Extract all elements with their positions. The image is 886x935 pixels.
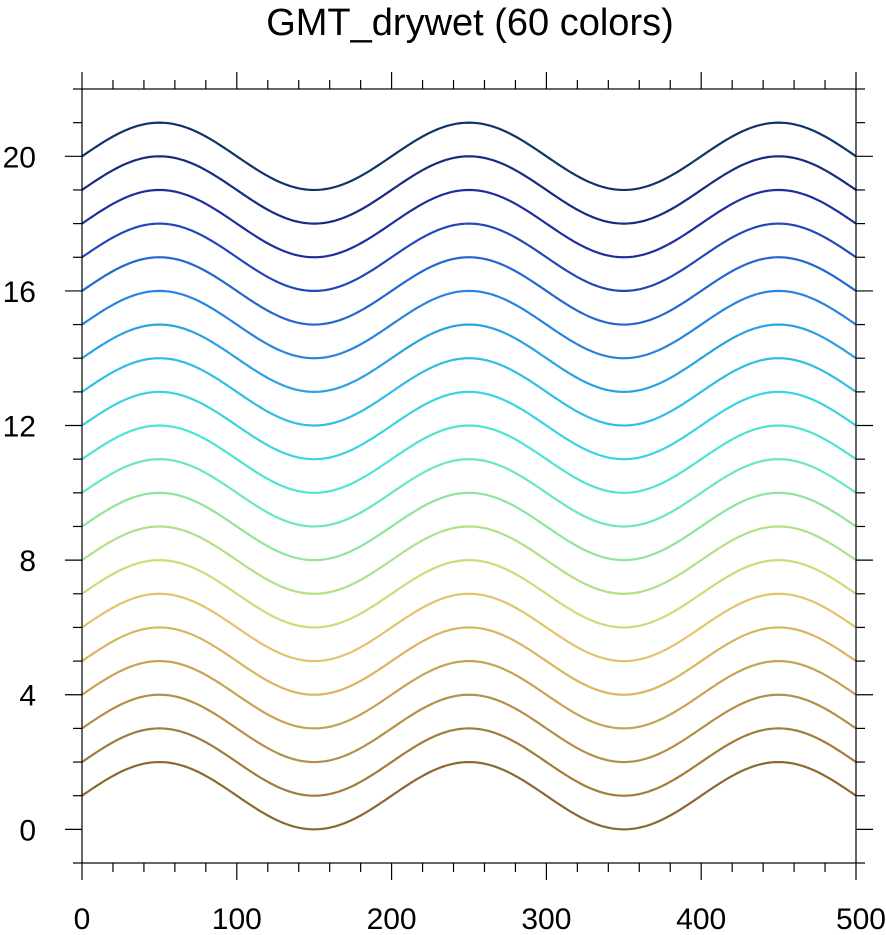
ticks-layer [65,72,873,880]
series-line-7 [81,525,857,595]
x-tick-label-3: 300 [521,903,571,935]
y-tick-label-4: 16 [3,276,36,309]
x-tick-label-4: 400 [676,903,726,935]
x-tick-label-0: 0 [74,903,91,935]
series-line-11 [81,390,857,461]
series-line-17 [81,188,857,259]
y-tick-label-0: 0 [19,814,36,847]
axes-layer [81,88,857,864]
series-line-1 [81,727,857,797]
chart-title: GMT_drywet (60 colors) [266,2,674,44]
y-tick-label-1: 4 [19,680,36,713]
series-line-9 [81,458,857,528]
series-line-8 [81,491,857,562]
series-line-10 [81,424,857,494]
series-line-15 [81,256,857,326]
series-line-16 [81,222,857,293]
series-line-6 [81,559,857,629]
series-line-2 [81,693,857,764]
series-line-12 [81,357,857,427]
series-line-0 [81,760,857,831]
series-line-5 [81,592,857,663]
series-line-18 [81,155,857,225]
x-tick-label-5: 500 [836,903,886,935]
series-line-13 [81,323,857,393]
y-tick-label-2: 8 [19,545,36,578]
labels-layer: 0 100 200 300 400 500 0 4 8 12 16 20 [3,141,886,935]
x-tick-label-1: 100 [212,903,262,935]
y-tick-label-3: 12 [3,411,36,444]
series-layer [81,121,857,831]
y-tick-label-5: 20 [3,141,36,174]
series-line-14 [81,289,857,360]
series-line-3 [81,659,857,730]
series-line-4 [81,626,857,696]
series-line-19 [81,121,857,192]
x-tick-label-2: 200 [367,903,417,935]
plot-frame [81,88,857,864]
